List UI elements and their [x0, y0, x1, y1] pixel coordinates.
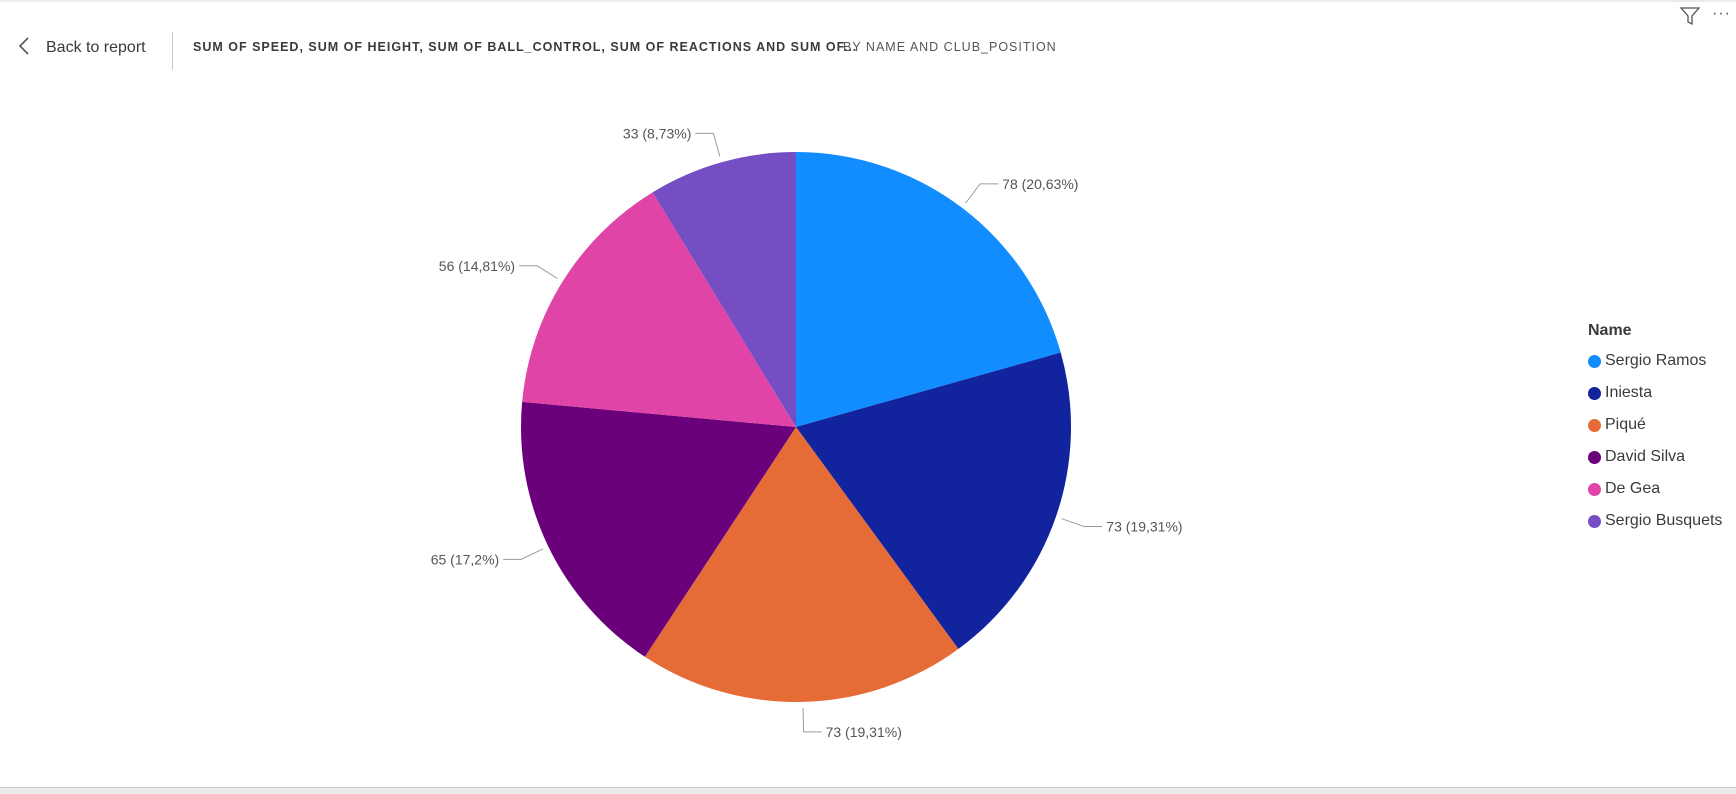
pie-slice-piqu-[interactable]	[644, 427, 959, 702]
data-label: 33 (8,73%)	[623, 125, 691, 141]
data-label-leader-line	[503, 548, 544, 560]
legend-title: Name	[1588, 322, 1632, 339]
data-label-leader-line	[965, 183, 999, 204]
filter-icon[interactable]	[1678, 4, 1702, 28]
legend-item[interactable]: De Gea	[1588, 473, 1722, 505]
data-label: 73 (19,31%)	[826, 724, 902, 740]
legend-label: Piqué	[1605, 416, 1646, 433]
legend-marker	[1588, 418, 1601, 432]
legend-label: Sergio Busquets	[1605, 512, 1723, 529]
legend-label: David Silva	[1605, 448, 1686, 465]
bottom-bar	[0, 787, 1736, 794]
data-label-leader-line	[802, 707, 822, 733]
data-label: 56 (14,81%)	[439, 258, 515, 274]
legend-item[interactable]: David Silva	[1588, 441, 1722, 473]
back-to-report-button[interactable]: Back to report	[14, 32, 164, 64]
chevron-left-icon	[14, 35, 36, 62]
data-label: 78 (20,63%)	[1002, 176, 1078, 192]
header-divider	[172, 32, 173, 70]
legend-item[interactable]: Iniesta	[1588, 377, 1722, 409]
legend-label: De Gea	[1605, 480, 1661, 497]
data-label: 73 (19,31%)	[1106, 519, 1182, 535]
legend-marker	[1588, 514, 1601, 528]
legend-marker	[1588, 482, 1601, 496]
legend-marker	[1588, 386, 1601, 400]
top-border	[0, 0, 1736, 2]
back-to-report-label: Back to report	[46, 39, 146, 56]
pie-slice-sergio-ramos[interactable]	[796, 152, 1061, 427]
legend: Name Sergio Ramos Iniesta Piqué David Silva…	[1588, 322, 1722, 537]
data-label-leader-line	[519, 265, 558, 279]
legend-marker	[1588, 450, 1601, 464]
visual-subtitle: BY NAME AND CLUB_POSITION	[843, 40, 1057, 54]
pie-slice-david-silva[interactable]	[521, 401, 796, 657]
more-options-icon[interactable]: ···	[1712, 5, 1731, 22]
pie-slice-sergio-busquets[interactable]	[652, 152, 796, 427]
visual-title: SUM OF SPEED, SUM OF HEIGHT, SUM OF BALL…	[193, 40, 858, 54]
legend-item[interactable]: Piqué	[1588, 409, 1722, 441]
data-label-leader-line	[1061, 518, 1103, 528]
legend-item[interactable]: Sergio Ramos	[1588, 345, 1722, 377]
pie-slice-iniesta[interactable]	[796, 352, 1071, 649]
legend-label: Sergio Ramos	[1605, 352, 1707, 369]
data-label: 65 (17,2%)	[431, 551, 499, 567]
pie-slice-de-gea[interactable]	[522, 192, 796, 427]
legend-item[interactable]: Sergio Busquets	[1588, 505, 1722, 537]
visual-header: Back to report SUM OF SPEED, SUM OF HEIG…	[0, 0, 1736, 100]
legend-label: Iniesta	[1605, 384, 1653, 401]
data-label-leader-line	[695, 132, 721, 157]
legend-marker	[1588, 354, 1601, 368]
